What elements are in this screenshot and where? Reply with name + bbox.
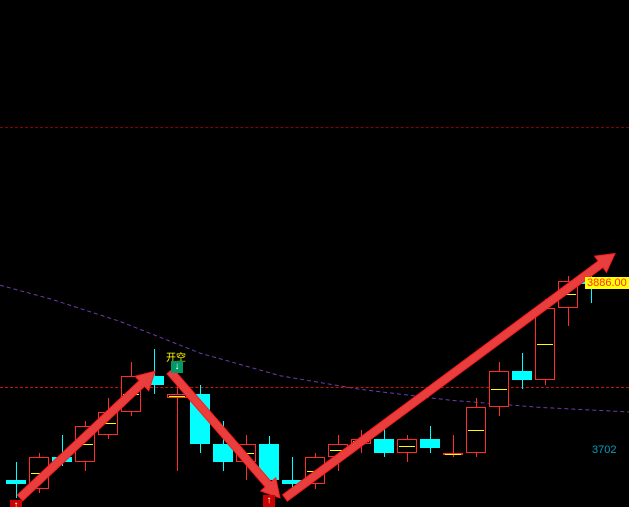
candle[interactable] [52, 0, 72, 507]
candle[interactable] [581, 0, 601, 507]
candlestick-chart[interactable]: 开多↑开空↓开多↑3886.003702 [0, 0, 629, 507]
candle[interactable] [420, 0, 440, 507]
candle[interactable] [190, 0, 210, 507]
candle[interactable] [374, 0, 394, 507]
candle[interactable] [351, 0, 371, 507]
candle[interactable] [558, 0, 578, 507]
candle[interactable] [397, 0, 417, 507]
candle[interactable] [259, 0, 279, 507]
candle[interactable] [236, 0, 256, 507]
candle[interactable] [121, 0, 141, 507]
candle[interactable] [75, 0, 95, 507]
candle[interactable] [144, 0, 164, 507]
price-label: 3886.00 [585, 277, 629, 289]
candle[interactable] [6, 0, 26, 507]
candle[interactable] [466, 0, 486, 507]
candle[interactable] [443, 0, 463, 507]
candle[interactable] [29, 0, 49, 507]
candle[interactable] [282, 0, 302, 507]
candle[interactable] [535, 0, 555, 507]
candle[interactable] [489, 0, 509, 507]
candle[interactable] [167, 0, 187, 507]
candle[interactable] [213, 0, 233, 507]
buy-signal-icon: ↑ [263, 495, 275, 507]
candle[interactable] [305, 0, 325, 507]
sell-signal-icon: ↓ [171, 361, 183, 373]
candle[interactable] [512, 0, 532, 507]
candle[interactable] [98, 0, 118, 507]
candle[interactable] [328, 0, 348, 507]
price-label: 3702 [590, 444, 618, 456]
buy-signal-icon: ↑ [10, 500, 22, 507]
